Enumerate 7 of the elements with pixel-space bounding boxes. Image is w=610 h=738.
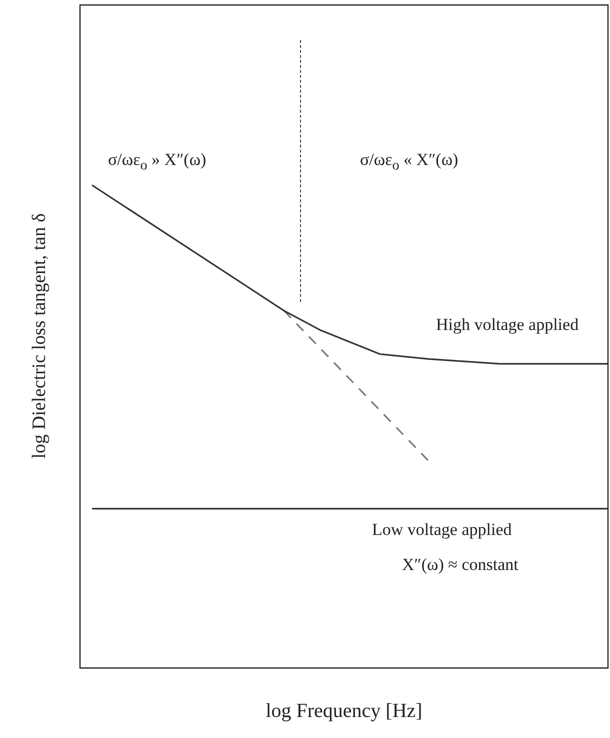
text: σ/ωε$_{o}$ « X″(ω)	[360, 150, 458, 174]
x-axis-title: log Frequency [Hz]	[264, 700, 424, 723]
annotation: X″(ω) ≈ constant	[402, 555, 518, 575]
y-axis-title: log Dielectric loss tangent, tan δ	[29, 213, 51, 459]
series-label: Low voltage applied	[372, 520, 512, 540]
text: σ/ωε$_{o}$ » X″(ω)	[108, 150, 206, 174]
series-label: High voltage applied	[436, 315, 579, 335]
